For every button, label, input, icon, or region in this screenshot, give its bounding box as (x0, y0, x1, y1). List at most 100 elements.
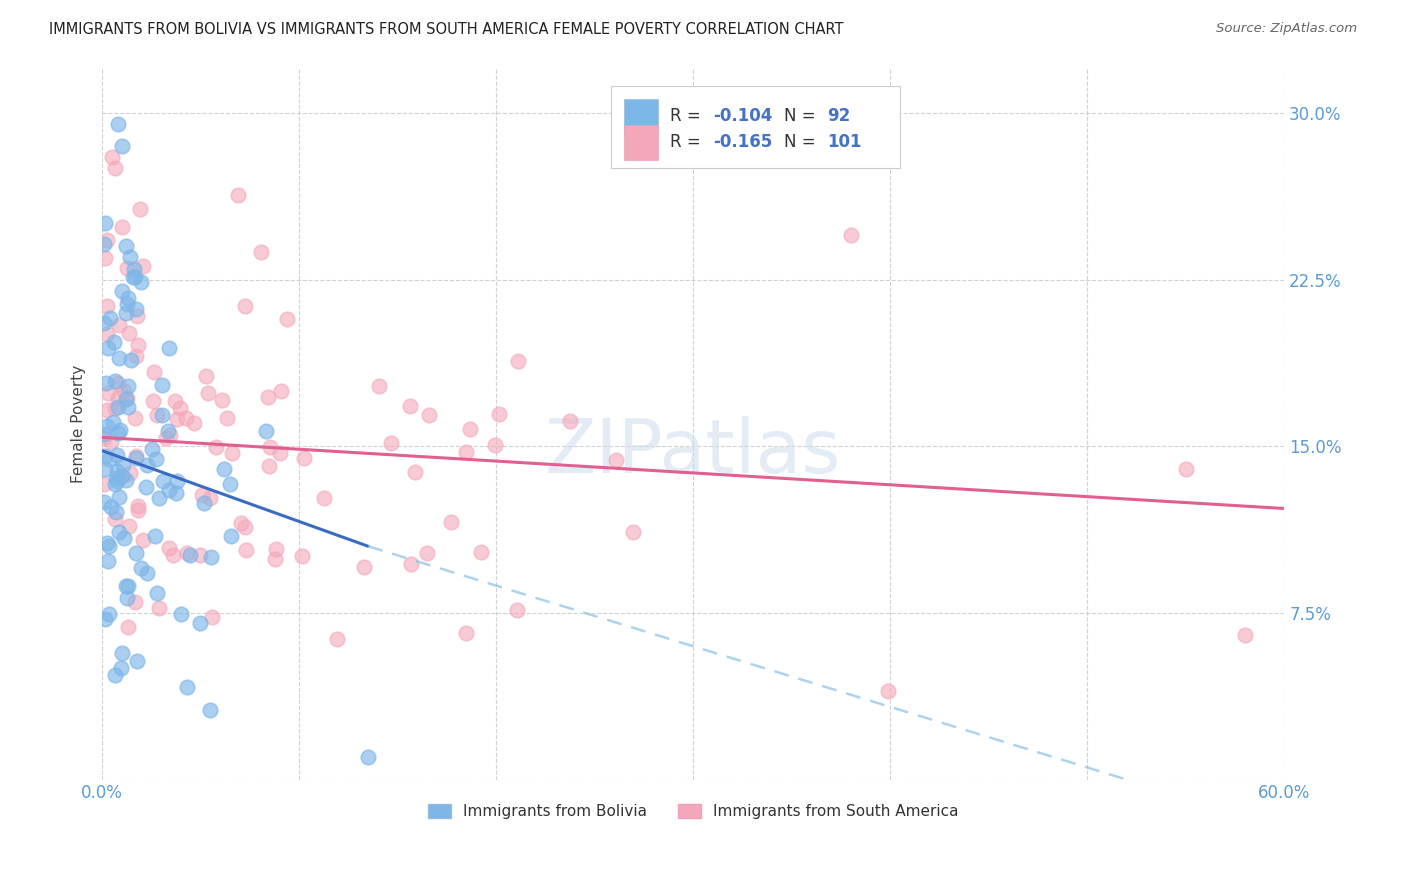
Point (124, 595, 146, 609)
Point (122, 262, 145, 277)
Point (176, 546, 198, 560)
Point (129, 275, 152, 289)
Point (96, 299, 118, 313)
Point (105, 505, 128, 519)
Point (104, 512, 127, 526)
Point (226, 188, 249, 202)
Point (165, 393, 187, 408)
Point (108, 423, 131, 437)
Point (124, 411, 146, 425)
Point (127, 337, 149, 351)
Point (229, 516, 252, 531)
Point (155, 430, 177, 444)
Point (456, 445, 478, 459)
Point (112, 531, 135, 545)
Point (380, 436, 402, 450)
Point (93, 495, 115, 509)
Point (93, 432, 115, 446)
Point (166, 412, 188, 426)
Point (101, 150, 124, 164)
Point (125, 654, 148, 668)
Point (621, 524, 644, 539)
Point (98, 452, 121, 467)
Point (107, 391, 129, 405)
FancyBboxPatch shape (623, 126, 658, 161)
Point (100, 434, 122, 449)
Point (211, 393, 233, 408)
Point (157, 541, 180, 556)
Point (250, 245, 273, 260)
Point (96, 403, 118, 417)
Point (94, 612, 117, 626)
Point (152, 475, 174, 489)
Point (235, 543, 257, 558)
Point (115, 297, 138, 311)
Point (110, 660, 132, 674)
Point (121, 270, 143, 285)
Point (108, 490, 131, 504)
Point (112, 458, 135, 472)
Point (125, 546, 148, 560)
Point (135, 458, 157, 472)
Text: N =: N = (785, 134, 821, 152)
Point (107, 376, 129, 390)
Text: 101: 101 (827, 134, 862, 152)
Point (191, 488, 214, 502)
Point (291, 549, 314, 564)
Point (115, 591, 138, 606)
Point (104, 161, 127, 175)
Point (115, 392, 138, 406)
Point (117, 579, 139, 593)
Point (259, 440, 281, 454)
Point (96, 418, 118, 433)
Point (111, 139, 134, 153)
Point (159, 341, 181, 355)
Point (183, 417, 205, 431)
Point (129, 561, 152, 575)
Point (404, 465, 426, 479)
Point (150, 378, 173, 392)
Point (212, 462, 235, 476)
Point (120, 353, 142, 368)
Point (257, 390, 280, 404)
Point (93, 476, 115, 491)
Point (93, 237, 115, 252)
Point (132, 259, 155, 273)
Point (104, 401, 127, 416)
Point (458, 422, 481, 436)
Point (368, 378, 391, 392)
Point (270, 384, 292, 398)
Point (188, 615, 211, 630)
Point (105, 464, 128, 478)
Point (125, 301, 148, 316)
Point (98, 607, 121, 621)
Point (117, 378, 139, 392)
Point (118, 251, 141, 265)
Point (264, 552, 287, 566)
Point (218, 477, 240, 491)
Point (108, 525, 131, 540)
Point (605, 452, 627, 467)
Point (839, 228, 862, 243)
FancyBboxPatch shape (623, 99, 658, 134)
Point (115, 260, 138, 275)
Point (215, 411, 238, 425)
Point (105, 474, 128, 488)
Point (125, 309, 148, 323)
Point (169, 401, 191, 416)
Point (176, 680, 198, 694)
Point (93, 426, 115, 441)
Point (103, 334, 125, 349)
Point (205, 440, 228, 454)
Point (98, 310, 121, 325)
Legend: Immigrants from Bolivia, Immigrants from South America: Immigrants from Bolivia, Immigrants from… (422, 798, 965, 825)
Point (97, 553, 120, 567)
Point (127, 503, 149, 517)
Point (157, 424, 180, 438)
Point (197, 385, 219, 400)
Text: Source: ZipAtlas.com: Source: ZipAtlas.com (1216, 22, 1357, 36)
Point (470, 545, 492, 559)
Point (162, 548, 184, 562)
Point (100, 500, 122, 515)
Point (145, 586, 167, 600)
